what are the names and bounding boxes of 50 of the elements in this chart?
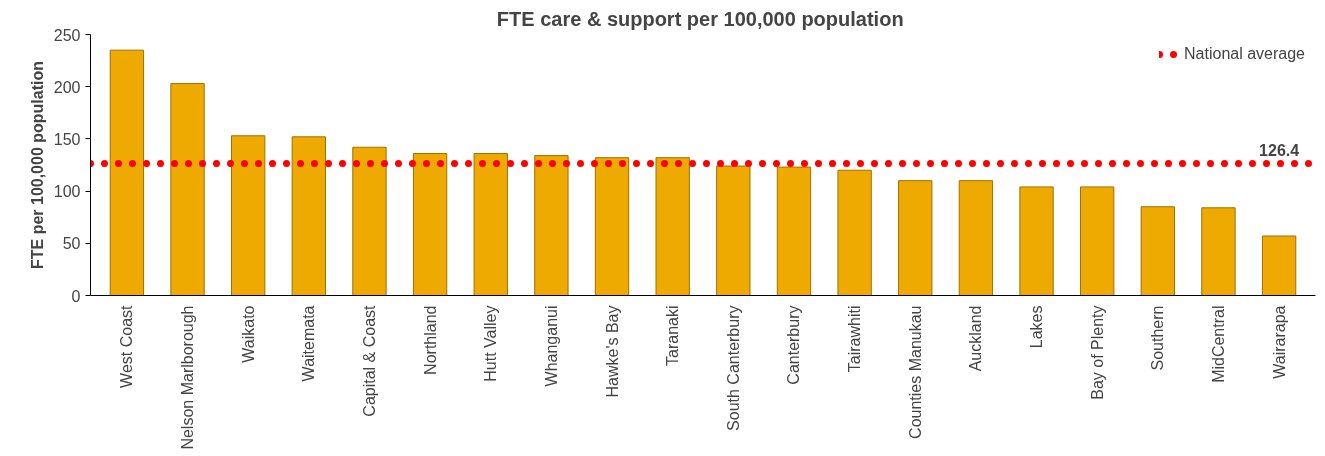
x-tick-label: Hawke's Bay (603, 305, 621, 398)
x-tick-label: West Coast (118, 304, 136, 388)
bar (594, 157, 630, 296)
x-tick-label: Taranaki (664, 305, 682, 366)
x-tick-label: Lakes (1028, 305, 1046, 349)
bar (473, 153, 508, 296)
bar (776, 166, 812, 296)
bar (837, 169, 872, 296)
x-tick-label: MidCentral (1209, 305, 1227, 383)
x-tick-label: Tairawhiti (846, 305, 864, 373)
x-tick-label: Counties Manukau (906, 305, 924, 439)
x-tick-label: Waikato (239, 305, 257, 363)
x-tick-label: Southern (1149, 305, 1167, 371)
x-tick-label: Hutt Valley (482, 305, 500, 382)
bar (109, 49, 145, 296)
x-tick-label: Capital & Coast (360, 304, 378, 417)
bar (898, 180, 933, 296)
bar (1261, 235, 1297, 296)
bar (534, 155, 569, 296)
x-tick-label: Bay of Plenty (1088, 305, 1106, 400)
x-tick-label: Northland (421, 305, 439, 375)
bar (716, 165, 751, 296)
bar (958, 180, 994, 296)
x-tick-label: South Canterbury (724, 305, 742, 431)
bar (1201, 207, 1236, 296)
x-tick-label: Whanganui (542, 305, 560, 387)
y-tick-label: 250 (53, 26, 81, 44)
bar (1019, 186, 1054, 296)
annotation: 126.4 (1259, 141, 1300, 159)
chart-title: FTE care & support per 100,000 population (496, 7, 904, 30)
y-tick-label: 150 (53, 130, 81, 148)
bar (170, 83, 205, 296)
bar (291, 136, 326, 296)
legend-label: National average (1184, 45, 1305, 63)
x-tick-label: Auckland (967, 305, 985, 372)
y-tick-label: 200 (53, 78, 81, 96)
x-tick-label: Waitemata (300, 305, 318, 382)
x-tick-label: Canterbury (785, 305, 803, 385)
bar (231, 135, 266, 296)
bar (1140, 206, 1175, 296)
x-tick-label: Nelson Marlborough (179, 305, 197, 450)
y-axis-title: FTE per 100,000 population (28, 60, 46, 270)
y-tick-label: 50 (62, 235, 81, 253)
x-tick-label: Wairarapa (1270, 305, 1288, 379)
y-tick-label: 0 (71, 287, 81, 305)
bar (655, 157, 690, 296)
y-tick-label: 100 (53, 183, 81, 201)
bar (1080, 186, 1115, 296)
bar (412, 153, 448, 296)
bar (352, 146, 387, 296)
